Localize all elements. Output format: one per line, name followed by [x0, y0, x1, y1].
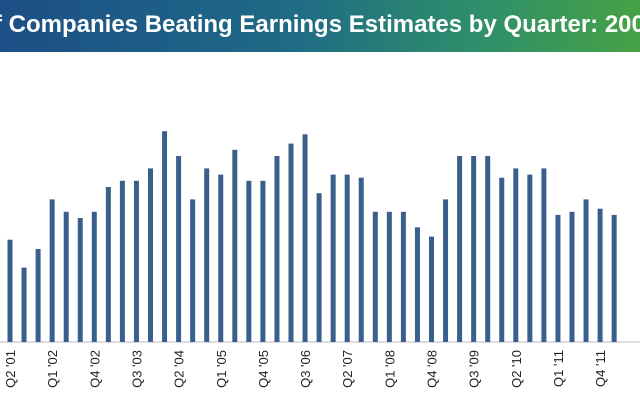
x-tick-label: Q3 '06: [298, 350, 313, 388]
bar-24: [344, 174, 350, 342]
x-tick-label: Q3 '09: [467, 350, 482, 388]
bar-11: [162, 131, 168, 342]
bar-21: [302, 134, 308, 342]
bar-1: [21, 267, 27, 342]
x-tick-label: Q2 '04: [172, 350, 187, 388]
bar-36: [513, 168, 519, 342]
x-tick-label: Q4 '08: [425, 350, 440, 388]
bar-22: [316, 193, 322, 342]
x-axis-tick-labels: Q2 '01 Q1 '02 Q4 '02 Q3 '03 Q2 '04 Q1 '05 Q4 '…: [3, 350, 608, 388]
bar-9: [133, 180, 139, 342]
x-tick-label: Q3 '03: [129, 350, 144, 388]
bar-26: [372, 211, 378, 342]
bar-8: [119, 180, 125, 342]
bar-25: [358, 177, 364, 342]
x-tick-label: Q4 '11: [593, 350, 608, 387]
bar-33: [471, 156, 477, 342]
bar-7: [105, 187, 111, 342]
x-tick-label: Q4 '02: [87, 350, 102, 388]
bar-37: [527, 174, 533, 342]
bar-chart: Q2 '01 Q1 '02 Q4 '02 Q3 '03 Q2 '04 Q1 '05 Q4 '…: [0, 131, 640, 388]
bar-3: [49, 199, 55, 342]
bar-20: [288, 143, 294, 342]
bar-0: [7, 239, 13, 342]
bar-41: [583, 199, 589, 342]
bar-10: [148, 168, 153, 342]
bar-14: [204, 168, 210, 342]
bar-30: [429, 236, 434, 342]
x-tick-label: Q2 '07: [340, 350, 355, 388]
bar-28: [400, 211, 406, 342]
bar-6: [91, 211, 97, 342]
bar-29: [414, 227, 420, 342]
bar-42: [597, 208, 603, 342]
bar-35: [499, 177, 505, 342]
chart-title-bar: f Companies Beating Earnings Estimates b…: [0, 0, 640, 52]
bar-5: [77, 218, 83, 342]
bar-40: [569, 211, 575, 342]
x-tick-label: Q2 '10: [509, 350, 524, 388]
x-tick-label: Q2 '01: [3, 350, 18, 388]
bar-12: [176, 156, 182, 342]
bar-15: [218, 174, 224, 342]
x-tick-label: Q1 '02: [45, 350, 60, 388]
x-tick-label: Q1 '05: [214, 350, 229, 388]
bar-13: [190, 199, 196, 342]
bar-series: [7, 131, 617, 342]
bar-27: [386, 211, 392, 342]
bar-38: [541, 168, 547, 342]
bar-39: [555, 214, 561, 342]
bar-18: [260, 180, 266, 342]
bar-34: [485, 156, 491, 342]
x-tick-label: Q4 '05: [256, 350, 271, 388]
bar-32: [457, 156, 463, 342]
bar-31: [443, 199, 449, 342]
bar-2: [35, 249, 41, 342]
chart-title: f Companies Beating Earnings Estimates b…: [0, 11, 640, 38]
bar-16: [232, 149, 238, 342]
bar-23: [330, 174, 336, 342]
bar-43: [611, 214, 617, 342]
x-tick-label: Q1 '11: [551, 350, 566, 387]
bar-4: [63, 211, 69, 342]
bar-19: [274, 156, 280, 342]
x-tick-label: Q1 '08: [382, 350, 397, 388]
bar-17: [246, 180, 252, 342]
